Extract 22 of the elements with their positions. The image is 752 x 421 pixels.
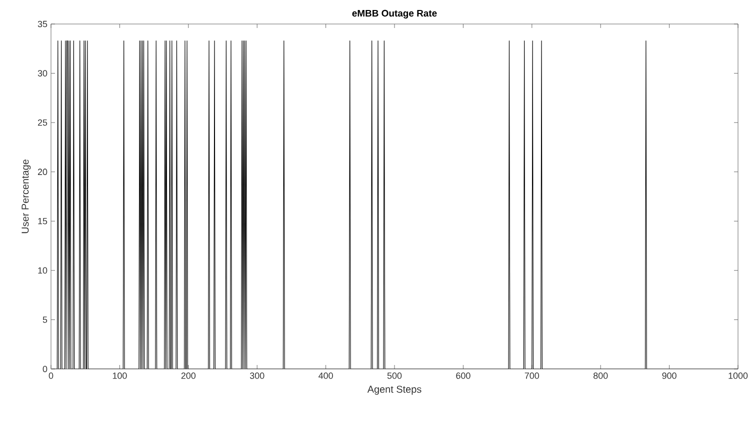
- y-tick-label: 0: [42, 366, 48, 372]
- x-tick-label: 300: [250, 372, 264, 379]
- x-tick-label: 1000: [728, 372, 748, 379]
- y-axis-title: User Percentage: [22, 160, 31, 234]
- x-axis-title: Agent Steps: [367, 386, 422, 395]
- x-tick-label: 600: [456, 372, 470, 379]
- chart-title: eMBB Outage Rate: [352, 10, 437, 18]
- x-tick-label: 100: [112, 372, 127, 379]
- x-tick-label: 200: [181, 372, 196, 379]
- x-tick-label: 400: [318, 372, 333, 379]
- x-tick-label: 0: [48, 372, 54, 379]
- y-tick-label: 20: [38, 168, 48, 176]
- y-tick-label: 25: [38, 119, 48, 126]
- x-tick-label: 500: [387, 372, 402, 379]
- x-tick-label: 800: [594, 372, 608, 379]
- y-tick-label: 35: [38, 20, 48, 28]
- y-tick-label: 10: [38, 267, 48, 274]
- x-tick-label: 900: [662, 372, 676, 379]
- y-tick-label: 30: [38, 70, 48, 76]
- y-tick-label: 5: [42, 316, 48, 323]
- x-tick-label: 700: [524, 372, 540, 379]
- y-tick-label: 15: [38, 218, 48, 224]
